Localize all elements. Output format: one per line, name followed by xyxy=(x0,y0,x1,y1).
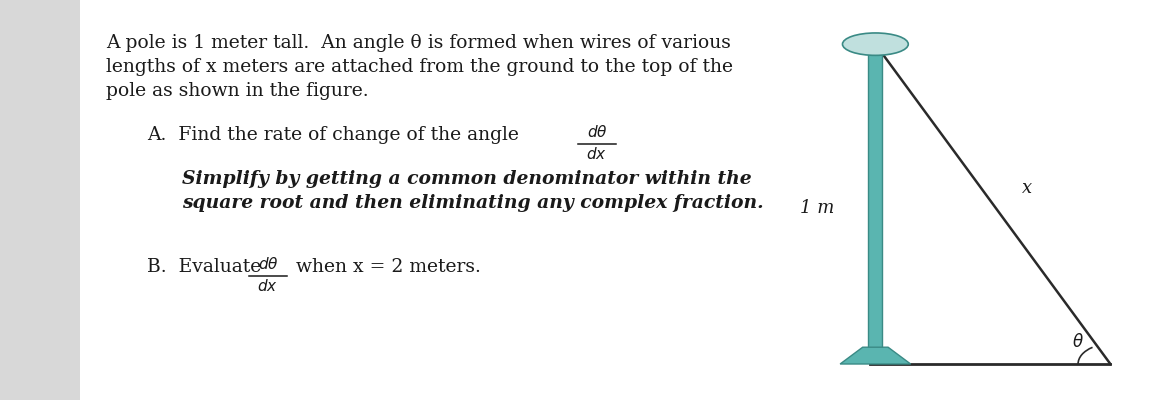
Text: x: x xyxy=(1022,179,1033,197)
Text: B.  Evaluate: B. Evaluate xyxy=(147,258,261,276)
Bar xyxy=(868,52,882,349)
Text: square root and then eliminating any complex fraction.: square root and then eliminating any com… xyxy=(182,194,764,212)
Text: $dx$: $dx$ xyxy=(586,146,607,162)
Circle shape xyxy=(842,33,908,55)
Text: 1 m: 1 m xyxy=(800,199,834,217)
Text: $d\theta$: $d\theta$ xyxy=(257,256,278,272)
Text: A pole is 1 meter tall.  An angle θ is formed when wires of various: A pole is 1 meter tall. An angle θ is fo… xyxy=(106,34,731,52)
Text: pole as shown in the figure.: pole as shown in the figure. xyxy=(106,82,369,100)
Text: $d\theta$: $d\theta$ xyxy=(586,124,607,140)
Text: $\theta$: $\theta$ xyxy=(1072,333,1083,351)
Text: lengths of x meters are attached from the ground to the top of the: lengths of x meters are attached from th… xyxy=(106,58,733,76)
Text: when x = 2 meters.: when x = 2 meters. xyxy=(296,258,481,276)
Text: Simplify by getting a common denominator within the: Simplify by getting a common denominator… xyxy=(182,170,752,188)
Text: A.  Find the rate of change of the angle: A. Find the rate of change of the angle xyxy=(147,126,518,144)
Polygon shape xyxy=(840,347,911,364)
Text: $dx$: $dx$ xyxy=(257,278,278,294)
